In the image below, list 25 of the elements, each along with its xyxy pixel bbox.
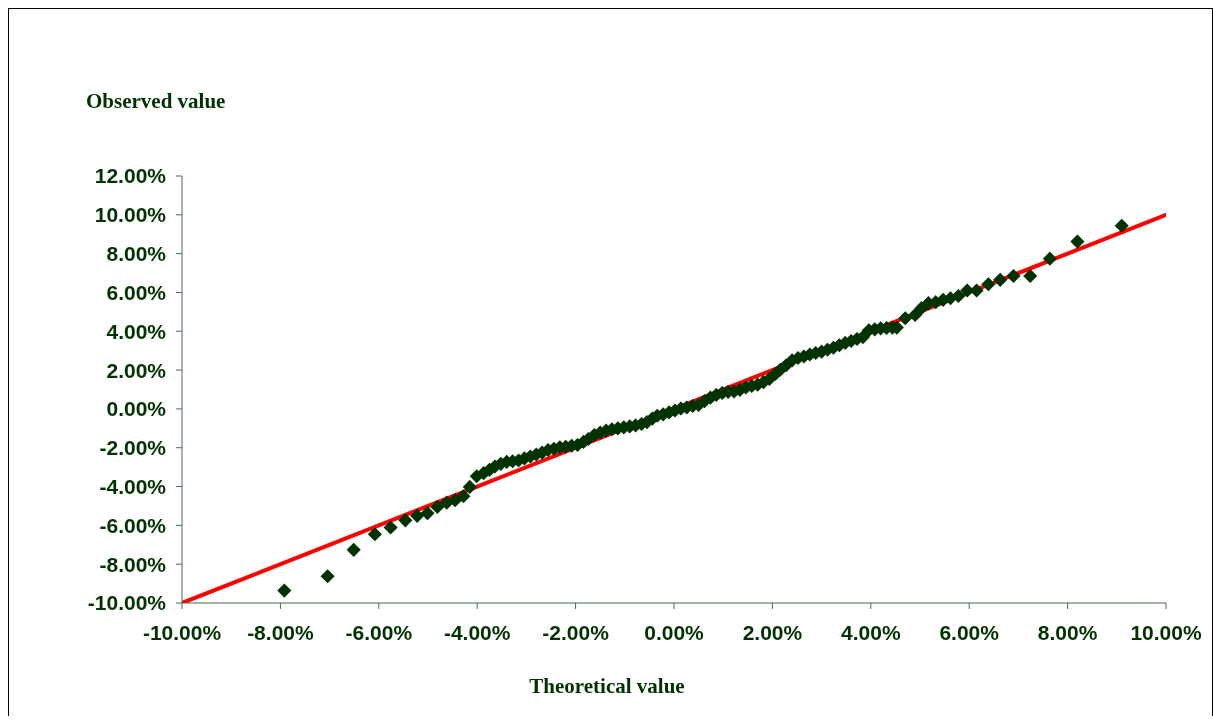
y-tick-label: 10.00%	[94, 203, 167, 227]
x-tick-label: 4.00%	[841, 620, 901, 644]
y-tick-label: -10.00%	[87, 591, 167, 615]
y-tick-label: 12.00%	[94, 164, 167, 188]
x-tick-label: -10.00%	[142, 620, 222, 644]
x-tick-label: -8.00%	[247, 620, 314, 644]
x-tick-label: 0.00%	[644, 620, 705, 644]
x-tick-label: -2.00%	[542, 620, 610, 644]
y-tick-label: -4.00%	[99, 475, 167, 498]
x-tick-label: -6.00%	[345, 620, 413, 644]
y-tick-label: 6.00%	[106, 280, 167, 304]
x-tick-label: 10.00%	[1130, 620, 1202, 644]
x-tick-label: 6.00%	[939, 620, 1000, 644]
y-tick-label: 2.00%	[106, 358, 167, 382]
x-axis-title: Theoretical value	[529, 674, 685, 699]
y-tick-label: 8.00%	[106, 242, 167, 266]
x-tick-label: 2.00%	[742, 620, 803, 644]
y-tick-label: 0.00%	[106, 397, 167, 421]
y-tick-label: -6.00%	[99, 513, 167, 537]
x-tick-label: -4.00%	[443, 620, 511, 644]
y-axis-title: Observed value	[86, 89, 226, 114]
y-tick-label: -8.00%	[99, 552, 167, 576]
y-tick-label: -2.00%	[99, 436, 167, 460]
x-tick-label: 8.00%	[1037, 620, 1098, 644]
y-tick-label: 4.00%	[106, 319, 167, 343]
